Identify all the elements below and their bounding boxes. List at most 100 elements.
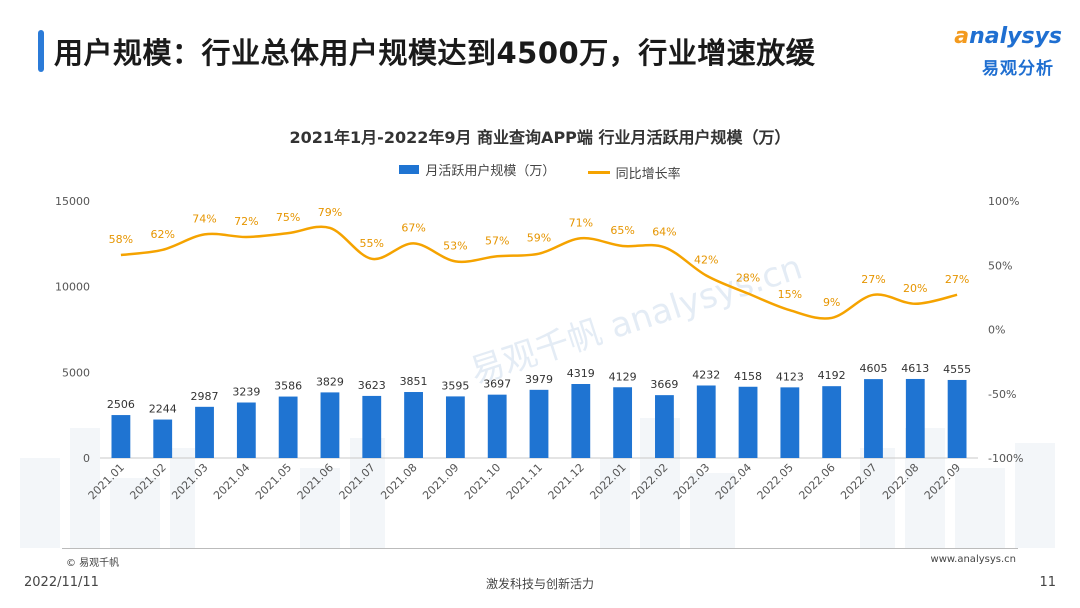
bar-2022.09: [947, 379, 967, 458]
x-tick-label: 2021.06: [295, 461, 336, 502]
line-value-label: 59%: [527, 232, 551, 245]
line-value-label: 57%: [485, 234, 509, 247]
x-tick-label: 2022.08: [880, 461, 921, 502]
x-tick-label: 2022.06: [796, 461, 837, 502]
bar-2021.02: [153, 419, 173, 458]
x-tick-label: 2021.02: [127, 461, 168, 502]
bar-2021.07: [362, 395, 382, 458]
bar-value-label: 2506: [107, 398, 135, 411]
bar-value-label: 4555: [943, 363, 971, 376]
bar-2022.05: [780, 387, 800, 458]
line-value-label: 27%: [945, 273, 969, 286]
legend-item-bar: 月活跃用户规模（万）: [399, 160, 555, 179]
bar-value-label: 4613: [901, 362, 929, 375]
bar-value-label: 3851: [400, 375, 428, 388]
chart-legend: 月活跃用户规模（万） 同比增长率: [0, 160, 1080, 182]
bar-2022.07: [864, 379, 883, 458]
y-left-tick-label: 0: [83, 452, 90, 465]
bar-value-label: 3623: [358, 379, 386, 392]
line-value-label: 65%: [610, 224, 634, 237]
bar-value-label: 4605: [859, 362, 887, 375]
bar-2021.09: [445, 396, 465, 458]
bar-value-label: 4158: [734, 370, 762, 383]
y-right-tick-label: 0%: [988, 324, 1005, 337]
x-tick-label: 2021.08: [378, 461, 419, 502]
line-value-label: 72%: [234, 215, 258, 228]
x-tick-label: 2021.10: [462, 461, 503, 502]
x-tick-label: 2021.12: [546, 461, 587, 502]
x-tick-label: 2022.02: [629, 461, 670, 502]
bar-value-label: 2987: [191, 390, 219, 403]
bar-value-label: 3586: [274, 380, 302, 393]
bar-2021.05: [278, 396, 298, 458]
chart-title: 2021年1月-2022年9月 商业查询APP端 行业月活跃用户规模（万）: [289, 128, 791, 147]
bar-2021.08: [404, 392, 423, 458]
bar-value-label: 3669: [650, 378, 678, 391]
bar-2022.04: [738, 386, 758, 458]
bar-2021.11: [529, 389, 549, 458]
line-value-label: 74%: [192, 212, 216, 225]
legend-item-line: 同比增长率: [587, 163, 681, 182]
x-tick-label: 2021.05: [253, 461, 294, 502]
line-value-label: 67%: [401, 221, 425, 234]
city-skyline-background: [20, 418, 1055, 548]
line-value-label: 27%: [861, 273, 885, 286]
legend-label-bar: 月活跃用户规模（万）: [425, 164, 556, 179]
y-left-tick-label: 5000: [62, 366, 90, 379]
bar-value-label: 3595: [441, 379, 469, 392]
report-date: 2022/11/11: [24, 575, 99, 590]
x-tick-label: 2021.11: [504, 461, 545, 502]
line-value-label: 58%: [109, 233, 133, 246]
y-right-tick-label: -100%: [988, 452, 1023, 465]
y-left-tick-label: 10000: [55, 281, 90, 294]
bar-2021.10: [487, 394, 507, 458]
x-tick-label: 2022.07: [838, 461, 879, 502]
slogan-text: 激发科技与创新活力: [485, 577, 594, 591]
x-tick-label: 2022.09: [922, 461, 963, 502]
page-title: 用户规模：行业总体用户规模达到4500万，行业增速放缓: [54, 36, 816, 70]
bar-2022.06: [822, 386, 842, 458]
line-value-label: 20%: [903, 282, 927, 295]
title-accent-bar: [38, 30, 44, 72]
bar-value-label: 3239: [232, 386, 260, 399]
bar-2021.04: [236, 402, 256, 458]
growth-rate-line: [120, 225, 958, 320]
line-value-label: 62%: [150, 228, 174, 241]
bar-value-label: 4192: [818, 369, 846, 382]
bar-2022.08: [905, 378, 925, 458]
x-tick-label: 2022.01: [587, 461, 628, 502]
legend-line-swatch: [587, 171, 610, 174]
x-tick-label: 2021.03: [169, 461, 210, 502]
bar-2022.02: [655, 395, 674, 458]
bar-value-label: 3829: [316, 375, 344, 388]
line-value-label: 71%: [569, 216, 593, 229]
legend-label-line: 同比增长率: [615, 167, 681, 182]
line-value-label: 75%: [276, 211, 300, 224]
bar-value-label: 2244: [149, 403, 177, 416]
page-number: 11: [1039, 575, 1056, 590]
y-right-tick-label: 50%: [988, 259, 1012, 272]
logo-cn-text: 易观分析: [982, 59, 1054, 79]
bar-value-label: 3697: [483, 378, 511, 391]
bar-2022.03: [696, 385, 716, 458]
y-right-tick-label: 100%: [988, 195, 1019, 208]
x-tick-label: 2022.03: [671, 461, 712, 502]
bar-value-label: 4123: [776, 370, 804, 383]
bar-2021.01: [111, 415, 131, 458]
line-value-label: 53%: [443, 239, 467, 252]
copyright-text: © 易观千帆: [66, 558, 120, 569]
line-value-label: 55%: [360, 237, 384, 250]
x-tick-label: 2021.09: [420, 461, 461, 502]
line-value-label: 42%: [694, 254, 718, 267]
x-tick-label: 2021.04: [211, 461, 252, 502]
bar-2021.06: [320, 392, 340, 458]
x-tick-label: 2022.05: [755, 461, 796, 502]
bar-value-label: 4232: [692, 368, 720, 381]
website-text: www.analysys.cn: [930, 554, 1016, 565]
bar-2022.01: [613, 387, 633, 458]
x-tick-label: 2022.04: [713, 461, 754, 502]
line-value-label: 9%: [823, 296, 840, 309]
analysys-logo: analysys 易观分析: [932, 24, 1062, 80]
legend-bar-swatch: [399, 165, 420, 174]
